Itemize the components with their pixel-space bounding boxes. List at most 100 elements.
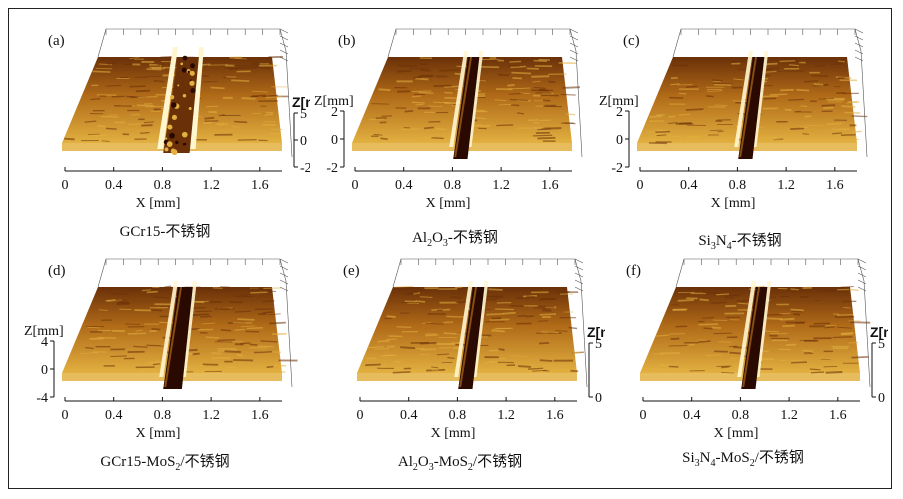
x-tick-label: 0.8 bbox=[154, 178, 172, 193]
x-tick-label: 1.2 bbox=[780, 408, 798, 423]
z-tick-label: 0 bbox=[595, 391, 602, 406]
caption-text: -MoS bbox=[433, 454, 468, 470]
x-axis-title: X [mm] bbox=[431, 426, 476, 441]
z-tick-label: 2 bbox=[616, 105, 623, 120]
surface-plot-e: 50Z[mm]00.40.81.21.6X [mm](e) bbox=[343, 258, 605, 441]
x-tick-label: 1.2 bbox=[202, 178, 220, 193]
x-tick-label: 1.2 bbox=[492, 178, 510, 193]
caption-subscript: 2 bbox=[427, 238, 433, 249]
wear-track bbox=[159, 281, 197, 389]
z-tick-label: -2.5 bbox=[300, 161, 310, 176]
surface-texture bbox=[642, 285, 871, 374]
z-tick-label: 0 bbox=[331, 133, 338, 148]
panel-b: 2 0 -2 Z[mm] 0 0.4 0.8 1.2 1.6 X [mm] (b) bbox=[310, 15, 600, 255]
caption-text: Al bbox=[397, 454, 413, 470]
x-tick-label: 0.8 bbox=[154, 408, 172, 423]
x-axis-title: X [mm] bbox=[426, 196, 471, 211]
caption-text: Al bbox=[412, 230, 428, 246]
z-tick-label: 0 bbox=[41, 363, 48, 378]
figure-frame bbox=[8, 8, 892, 489]
x-tick-label: 0.4 bbox=[400, 408, 418, 423]
x-tick-label: 1.6 bbox=[826, 178, 844, 193]
wear-track bbox=[157, 47, 204, 156]
panel-letter: (e) bbox=[343, 263, 360, 279]
z-tick-label: 0 bbox=[878, 391, 885, 406]
panel-letter: (d) bbox=[48, 263, 66, 279]
z-axis-title: Z[mm] bbox=[292, 94, 310, 110]
x-tick-label: 0 bbox=[352, 178, 359, 193]
z-axis: 4 0 -4 bbox=[36, 335, 55, 406]
wear-track bbox=[449, 51, 484, 159]
x-axis: 0 0.4 0.8 1.2 1.6 bbox=[352, 167, 572, 193]
x-tick-label: 0 bbox=[62, 408, 69, 423]
caption-subscript: 4 bbox=[726, 241, 732, 252]
x-tick-label: 1.2 bbox=[202, 408, 220, 423]
x-tick-label: 0.8 bbox=[449, 408, 467, 423]
caption-subscript: 4 bbox=[710, 458, 716, 469]
z-tick-label: -4 bbox=[36, 391, 48, 406]
x-tick-label: 0 bbox=[640, 408, 647, 423]
caption-text: -MoS bbox=[715, 450, 750, 466]
z-tick-label: 0 bbox=[300, 134, 307, 149]
caption-e: Al2O3-MoS2/不锈钢 bbox=[315, 450, 605, 473]
caption-d: GCr15-MoS2/不锈钢 bbox=[20, 450, 310, 473]
caption-text: Si bbox=[698, 233, 711, 249]
x-tick-label: 0.4 bbox=[395, 178, 413, 193]
x-tick-label: 1.6 bbox=[829, 408, 847, 423]
caption-text: O bbox=[432, 230, 443, 246]
z-axis-title: Z[mm] bbox=[599, 94, 639, 109]
z-axis: 2 0 -2 bbox=[611, 105, 630, 176]
z-axis: 50 bbox=[871, 337, 885, 406]
surface-texture bbox=[62, 285, 298, 374]
wear-track bbox=[734, 51, 769, 159]
x-tick-label: 1.2 bbox=[777, 178, 795, 193]
x-tick-label: 1.6 bbox=[546, 408, 564, 423]
caption-text: -不锈钢 bbox=[731, 233, 782, 249]
x-axis: 0 0.4 0.8 1.2 1.6 bbox=[357, 397, 577, 423]
surface-plot-d: 4 0 -4 Z[mm] 0 0.4 0.8 1.2 1.6 X [mm] (d) bbox=[24, 258, 298, 441]
z-tick-label: 5 bbox=[300, 107, 307, 122]
x-axis: 0 0.4 0.8 1.2 1.6 bbox=[637, 167, 857, 193]
surface-plot-b: 2 0 -2 Z[mm] 0 0.4 0.8 1.2 1.6 X [mm] (b) bbox=[314, 28, 583, 211]
caption-subscript: 2 bbox=[175, 462, 181, 473]
caption-c: Si3N4-不锈钢 bbox=[595, 229, 885, 252]
wear-track bbox=[737, 281, 772, 389]
z-tick-label: 2 bbox=[331, 105, 338, 120]
x-axis: 0 0.4 0.8 1.2 1.6 bbox=[62, 167, 282, 193]
caption-text: /不锈钢 bbox=[472, 454, 523, 470]
z-axis: 5 0 -2.5 bbox=[293, 107, 310, 176]
z-axis-title: Z[mm] bbox=[587, 324, 605, 340]
z-tick-label: 5 bbox=[595, 337, 602, 352]
caption-subscript: 3 bbox=[694, 458, 700, 469]
caption-text: /不锈钢 bbox=[180, 454, 230, 470]
caption-subscript: 3 bbox=[428, 462, 434, 473]
caption-text: Si bbox=[682, 450, 695, 466]
caption-f: Si3N4-MoS2/不锈钢 bbox=[598, 446, 888, 469]
caption-subscript: 2 bbox=[749, 458, 755, 469]
z-axis: 2 0 -2 bbox=[326, 105, 345, 176]
caption-text: GCr15-不锈钢 bbox=[119, 224, 211, 240]
z-axis-title: Z[mm] bbox=[24, 324, 64, 339]
panel-letter: (b) bbox=[338, 33, 356, 49]
caption-text: O bbox=[417, 454, 429, 470]
panel-c: 2 0 -2 Z[mm] 0 0.4 0.8 1.2 1.6 X [mm] (c) bbox=[595, 15, 885, 255]
z-tick-label: 5 bbox=[878, 337, 885, 352]
x-tick-label: 0.8 bbox=[444, 178, 462, 193]
x-tick-label: 1.6 bbox=[251, 178, 269, 193]
surface-plot-a: 5 0 -2.5 Z[mm] 0 0.4 0.8 1.2 1.6 X [mm] (a) bbox=[48, 28, 310, 211]
z-axis: 50 bbox=[588, 337, 602, 406]
x-tick-label: 0.4 bbox=[105, 408, 123, 423]
surface-plot-c: 2 0 -2 Z[mm] 0 0.4 0.8 1.2 1.6 X [mm] (c) bbox=[599, 28, 868, 211]
caption-a: GCr15-不锈钢 bbox=[20, 220, 310, 241]
grid-box bbox=[675, 258, 871, 388]
z-tick-label: 0 bbox=[616, 133, 623, 148]
x-axis-title: X [mm] bbox=[714, 426, 759, 441]
surface-texture bbox=[365, 285, 584, 374]
panel-f: 50Z[mm]00.40.81.21.6X [mm](f) bbox=[598, 245, 888, 485]
caption-subscript: 2 bbox=[412, 462, 418, 473]
panel-e: 50Z[mm]00.40.81.21.6X [mm](e) bbox=[315, 245, 605, 485]
caption-text: -不锈钢 bbox=[447, 230, 498, 246]
grid-box bbox=[387, 28, 583, 158]
caption-subscript: 3 bbox=[442, 238, 448, 249]
